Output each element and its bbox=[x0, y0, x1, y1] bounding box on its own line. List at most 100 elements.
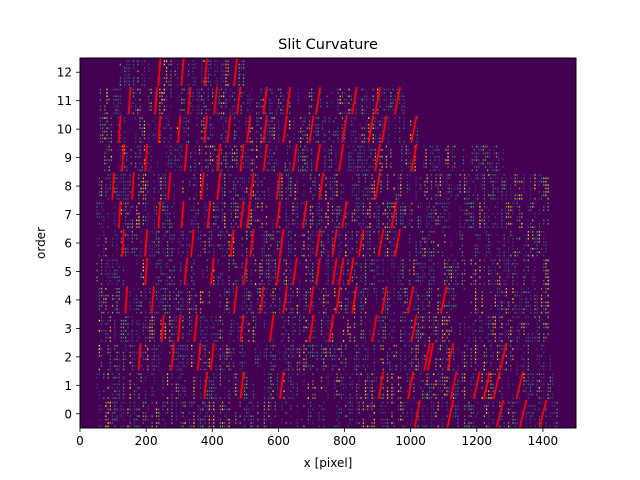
curvature-line bbox=[374, 143, 381, 172]
curvature-line bbox=[190, 229, 195, 257]
curvature-line bbox=[262, 143, 268, 172]
x-tick-label: 0 bbox=[76, 434, 84, 448]
curvature-line bbox=[315, 86, 321, 115]
y-tick-label: 7 bbox=[64, 208, 72, 222]
y-tick-label: 9 bbox=[64, 151, 72, 165]
x-tick-label: 600 bbox=[267, 434, 290, 448]
curvature-line bbox=[538, 399, 548, 428]
curvature-line bbox=[302, 200, 308, 229]
x-tick-label: 200 bbox=[135, 434, 158, 448]
y-tick-label: 0 bbox=[64, 407, 72, 421]
curvature-line bbox=[482, 371, 491, 400]
curvature-line bbox=[124, 286, 129, 314]
curvature-line bbox=[206, 200, 212, 229]
curvature-line bbox=[233, 286, 238, 314]
curvature-line bbox=[177, 314, 182, 343]
y-tick-label: 5 bbox=[64, 265, 72, 279]
curvature-line bbox=[180, 200, 185, 229]
curvature-line bbox=[367, 115, 375, 143]
curvature-line bbox=[374, 172, 381, 200]
curvature-line bbox=[518, 399, 528, 428]
curvature-line bbox=[226, 115, 232, 143]
curvature-line bbox=[407, 286, 415, 314]
order-band-1 bbox=[96, 373, 554, 399]
curvature-line bbox=[121, 143, 125, 172]
y-tick-label: 8 bbox=[64, 180, 72, 194]
curvature-line bbox=[499, 342, 508, 371]
curvature-line bbox=[170, 343, 175, 371]
curvature-line bbox=[216, 172, 222, 200]
curvature-line bbox=[334, 286, 341, 314]
x-axis-ticks: 0 200 400 600 800 1000 1200 1400 bbox=[76, 428, 558, 448]
curvature-line bbox=[357, 229, 365, 257]
curvature-line bbox=[239, 143, 245, 172]
curvature-line bbox=[410, 314, 418, 343]
curvature-line bbox=[167, 172, 172, 200]
curvature-line bbox=[394, 229, 401, 257]
curvature-line bbox=[187, 86, 192, 115]
curvature-line bbox=[196, 343, 202, 371]
y-axis-label: order bbox=[34, 227, 48, 259]
order-band-3 bbox=[98, 316, 549, 342]
curvature-line bbox=[275, 200, 282, 229]
curvature-line bbox=[292, 257, 298, 286]
curvature-line bbox=[157, 200, 162, 229]
curvature-line bbox=[233, 58, 238, 87]
curvature-line bbox=[157, 115, 162, 143]
curvature-line bbox=[229, 229, 235, 257]
curvature-line bbox=[374, 86, 381, 115]
curvature-line bbox=[308, 115, 315, 143]
order-band-2 bbox=[98, 344, 551, 371]
y-tick-label: 3 bbox=[64, 322, 72, 336]
curvature-line bbox=[377, 371, 385, 400]
curvature-line bbox=[275, 257, 282, 286]
y-tick-label: 1 bbox=[64, 379, 72, 393]
curvature-line bbox=[127, 86, 132, 115]
curvature-line bbox=[154, 86, 158, 115]
curvature-line bbox=[440, 286, 448, 314]
curvature-line bbox=[246, 200, 252, 229]
order-band-8 bbox=[98, 174, 549, 200]
chart-title: Slit Curvature bbox=[278, 37, 378, 53]
curvature-line bbox=[249, 172, 255, 200]
curvature-line bbox=[315, 257, 321, 286]
curvature-line bbox=[279, 371, 285, 400]
curvature-line bbox=[285, 86, 292, 115]
x-tick-label: 800 bbox=[333, 434, 356, 448]
y-tick-label: 12 bbox=[57, 66, 72, 80]
curvature-line bbox=[117, 115, 122, 143]
y-tick-label: 10 bbox=[57, 123, 72, 137]
curvature-line bbox=[407, 371, 415, 400]
curvature-line bbox=[331, 257, 338, 286]
curvature-line bbox=[315, 143, 321, 172]
x-tick-label: 1200 bbox=[462, 434, 493, 448]
curvature-line bbox=[183, 143, 188, 172]
curvature-line bbox=[160, 314, 165, 343]
curvature-line bbox=[380, 115, 388, 143]
curvature-line bbox=[390, 200, 398, 229]
curvature-line bbox=[144, 229, 148, 257]
curvature-line bbox=[259, 286, 265, 314]
curvature-line bbox=[203, 115, 208, 143]
curvature-line bbox=[413, 399, 421, 428]
curvature-line bbox=[341, 115, 348, 143]
curvature-line bbox=[150, 286, 155, 314]
curvature-line bbox=[492, 371, 501, 400]
curvature-line bbox=[318, 172, 325, 200]
curvature-line bbox=[213, 86, 218, 115]
curvature-line bbox=[200, 172, 205, 200]
curvature-line bbox=[203, 371, 208, 400]
order-band-11 bbox=[99, 88, 405, 115]
curvature-line bbox=[180, 58, 185, 86]
curvature-line bbox=[137, 343, 142, 371]
curvature-line bbox=[249, 229, 255, 257]
y-tick-label: 6 bbox=[64, 237, 72, 251]
curvature-line bbox=[328, 314, 335, 343]
curvature-line bbox=[236, 86, 242, 115]
curvature-line bbox=[338, 257, 345, 286]
curvature-line bbox=[275, 172, 282, 200]
curvature-line bbox=[446, 343, 455, 371]
curvature-line bbox=[308, 314, 315, 343]
